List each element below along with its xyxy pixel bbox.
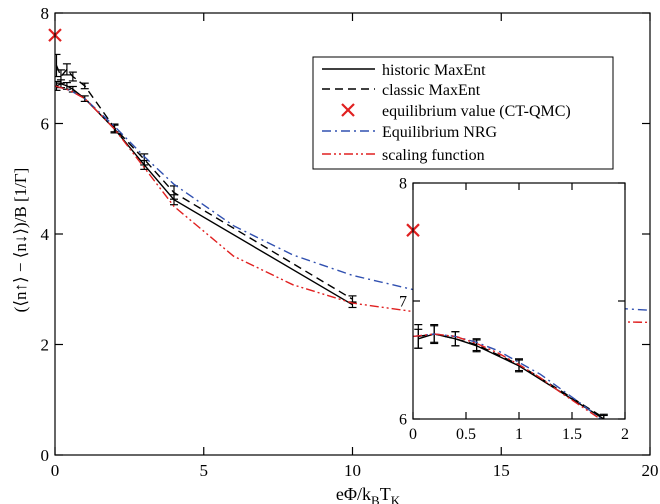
main-series-classic-maxent-errorbar <box>55 53 61 78</box>
inset-series-classic-maxent-errorbar <box>451 331 460 347</box>
main-series-classic-maxent-errorbar <box>56 69 65 84</box>
main-y-tick-label: 4 <box>41 225 50 244</box>
inset-y-tick-label: 8 <box>399 176 407 193</box>
y-axis-label: (⟨n↑⟩ − ⟨n↓⟩)/B [1/Γ] <box>11 168 30 313</box>
legend-entry: equilibrium value (CT-QMC) <box>341 103 571 120</box>
legend-entry: Equilibrium NRG <box>322 124 498 141</box>
inset-y-tick-label: 6 <box>399 412 407 429</box>
x-axis-label-main: eΦ/k <box>336 484 371 504</box>
main-series-classic-maxent-errorbar <box>62 63 71 76</box>
legend-label: scaling function <box>382 147 485 164</box>
main-y-tick-label: 8 <box>41 4 50 23</box>
inset-series-classic-maxent-errorbar <box>472 338 481 352</box>
inset-x-tick-label: 1 <box>515 426 523 443</box>
legend-entry: classic MaxEnt <box>322 82 481 99</box>
main-x-tick-label: 0 <box>51 461 60 480</box>
main-series-classic-maxent-errorbar <box>80 82 89 90</box>
inset-x-tick-label: 0 <box>409 426 417 443</box>
legend-entry: scaling function <box>322 147 485 164</box>
legend-frame <box>312 56 614 170</box>
legend: historic MaxEnt classic MaxEnt equilibrium… <box>312 56 614 170</box>
inset-plot: 0 0.5 1 1.5 2 6 7 8 <box>399 176 629 443</box>
main-y-tick-label: 6 <box>41 114 50 133</box>
legend-label: classic MaxEnt <box>382 82 481 99</box>
main-x-tick-label: 15 <box>493 461 510 480</box>
main-series-classic-maxent-line <box>55 65 353 300</box>
legend-label: equilibrium value (CT-QMC) <box>382 103 571 120</box>
inset-x-tick-label: 1.5 <box>562 426 582 443</box>
x-axis-label-sub2: K <box>391 493 401 504</box>
legend-entry: historic MaxEnt <box>322 62 486 79</box>
main-y-tick-label: 2 <box>41 335 50 354</box>
inset-x-tick-label: 2 <box>621 426 629 443</box>
main-series-scaling-function-line <box>55 85 650 324</box>
legend-label: historic MaxEnt <box>382 62 486 79</box>
inset-y-tick-label: 7 <box>399 294 407 311</box>
inset-x-tick-label: 0.5 <box>456 426 476 443</box>
inset-series-classic-maxent-errorbar <box>599 413 608 419</box>
x-axis-label: eΦ/kBTK <box>336 484 401 504</box>
inset-series-scaling-function-line <box>413 333 602 419</box>
inset-background <box>413 183 625 419</box>
main-x-tick-label: 20 <box>642 461 659 480</box>
main-x-tick-label: 5 <box>200 461 209 480</box>
main-series-classic-maxent-errorbar <box>68 71 77 82</box>
main-y-tick-label: 0 <box>41 446 50 465</box>
x-axis-label-sub1: B <box>371 493 380 504</box>
legend-label: Equilibrium NRG <box>382 124 498 141</box>
x-axis-label-mid: T <box>380 484 391 504</box>
main-series-historic-maxent-line <box>56 82 353 306</box>
main-x-tick-label: 10 <box>344 461 361 480</box>
inset-series-equilibrium-nrg-line <box>413 333 602 419</box>
